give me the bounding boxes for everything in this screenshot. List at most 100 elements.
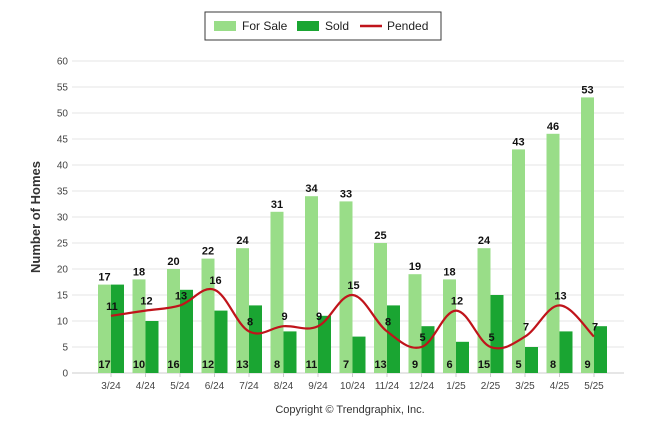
bar-for-sale — [339, 201, 353, 373]
data-label-sold: 7 — [343, 359, 349, 371]
bar-sold — [283, 331, 297, 373]
legend-box — [204, 11, 442, 41]
data-label-pended: 5 — [488, 332, 494, 344]
pended-line-layer — [110, 287, 595, 350]
data-label-pended: 13 — [554, 290, 566, 302]
y-tick-label: 60 — [57, 57, 69, 68]
bar-sold — [387, 305, 400, 373]
data-label-for-sale: 33 — [340, 188, 352, 200]
x-tick-label: 7/24 — [239, 381, 259, 392]
data-label-pended: 11 — [106, 301, 118, 313]
data-label-sold: 16 — [167, 359, 179, 371]
data-label-for-sale: 53 — [581, 84, 593, 96]
x-tick-label: 11/24 — [375, 381, 400, 392]
data-label-pended: 12 — [451, 296, 463, 308]
data-label-pended: 8 — [247, 316, 253, 328]
y-tick-label: 55 — [57, 83, 69, 94]
bar-sold — [249, 305, 262, 373]
x-axis-ticks: 3/24 4/24 5/24 6/24 7/24 8/24 9/24 10/24 11/24 12… — [101, 373, 604, 392]
x-tick-label: 6/24 — [205, 381, 225, 392]
data-label-for-sale: 25 — [374, 230, 386, 242]
data-label-pended: 13 — [175, 290, 187, 302]
bar-for-sale — [512, 149, 525, 373]
data-label-pended: 9 — [281, 311, 287, 323]
x-tick-label: 9/24 — [308, 381, 328, 392]
data-label-pended: 16 — [209, 275, 221, 287]
bar-for-sale — [581, 97, 594, 374]
bar-sold — [594, 326, 607, 373]
y-tick-label: 45 — [57, 135, 69, 146]
data-label-for-sale: 46 — [547, 121, 559, 133]
x-tick-label: 5/25 — [584, 381, 604, 392]
bar-sold — [525, 347, 538, 373]
bar-sold — [214, 310, 228, 373]
data-label-for-sale: 22 — [202, 246, 214, 258]
x-tick-label: 2/25 — [481, 381, 501, 392]
data-label-sold: 13 — [236, 359, 248, 371]
legend-label-for-sale: For Sale — [242, 19, 288, 33]
bar-sold — [352, 336, 366, 373]
data-label-sold: 17 — [98, 359, 110, 371]
data-label-sold: 8 — [274, 359, 280, 371]
data-label-for-sale: 24 — [236, 235, 249, 247]
y-tick-label: 40 — [57, 161, 69, 172]
x-tick-label: 3/24 — [101, 381, 121, 392]
bar-for-sale — [477, 248, 491, 373]
bar-sold — [111, 284, 124, 373]
x-tick-label: 12/24 — [409, 381, 434, 392]
data-label-for-sale: 34 — [305, 183, 318, 195]
y-axis-title: Number of Homes — [28, 161, 43, 273]
data-label-sold: 12 — [202, 359, 214, 371]
bar-for-sale — [443, 279, 456, 373]
bar-for-sale — [270, 211, 284, 373]
data-label-sold: 11 — [306, 359, 318, 371]
gridlines — [72, 60, 624, 374]
y-tick-label: 50 — [57, 109, 69, 120]
data-labels: 17 18 20 22 24 31 34 33 25 19 18 24 43 46 53 17 10 16 12 13… — [98, 84, 598, 371]
y-tick-label: 5 — [62, 343, 68, 354]
bar-for-sale — [167, 269, 180, 373]
data-label-for-sale: 24 — [478, 235, 491, 247]
data-label-pended: 7 — [523, 322, 529, 334]
data-label-for-sale: 31 — [271, 199, 283, 211]
x-tick-label: 3/25 — [515, 381, 535, 392]
data-label-sold: 9 — [584, 359, 590, 371]
y-tick-label: 0 — [62, 369, 68, 380]
y-tick-label: 15 — [57, 291, 69, 302]
bar-for-sale — [201, 258, 215, 373]
data-label-sold: 15 — [478, 359, 490, 371]
data-label-for-sale: 20 — [167, 256, 179, 268]
x-tick-label: 5/24 — [170, 381, 190, 392]
bar-for-sale — [305, 196, 318, 373]
bar-sold — [145, 321, 159, 373]
legend: For Sale Sold Pended — [204, 11, 442, 41]
y-tick-label: 25 — [57, 239, 69, 250]
bar-for-sale — [374, 243, 387, 373]
data-label-for-sale: 18 — [443, 266, 455, 278]
y-tick-label: 10 — [57, 317, 69, 328]
data-label-for-sale: 18 — [133, 266, 145, 278]
data-label-pended: 12 — [140, 296, 152, 308]
bar-sold — [559, 331, 573, 373]
pended-line — [110, 287, 595, 350]
data-label-sold: 6 — [446, 359, 452, 371]
legend-swatch-sold — [297, 21, 319, 31]
x-tick-label: 8/24 — [274, 381, 294, 392]
data-label-pended: 8 — [385, 316, 391, 328]
data-label-sold: 5 — [515, 359, 521, 371]
data-label-sold: 10 — [133, 359, 145, 371]
data-label-sold: 8 — [550, 359, 556, 371]
data-label-for-sale: 43 — [512, 136, 524, 148]
x-tick-label: 4/24 — [136, 381, 156, 392]
legend-label-sold: Sold — [325, 19, 349, 33]
copyright-text: Copyright © Trendgraphix, Inc. — [275, 404, 424, 416]
x-tick-label: 4/25 — [550, 381, 570, 392]
bar-sold — [318, 315, 331, 373]
bar-sold — [180, 289, 193, 373]
data-label-sold: 9 — [412, 359, 418, 371]
data-label-pended: 7 — [592, 322, 598, 334]
data-label-pended: 15 — [347, 280, 359, 292]
x-tick-label: 10/24 — [340, 381, 365, 392]
y-tick-label: 20 — [57, 265, 69, 276]
